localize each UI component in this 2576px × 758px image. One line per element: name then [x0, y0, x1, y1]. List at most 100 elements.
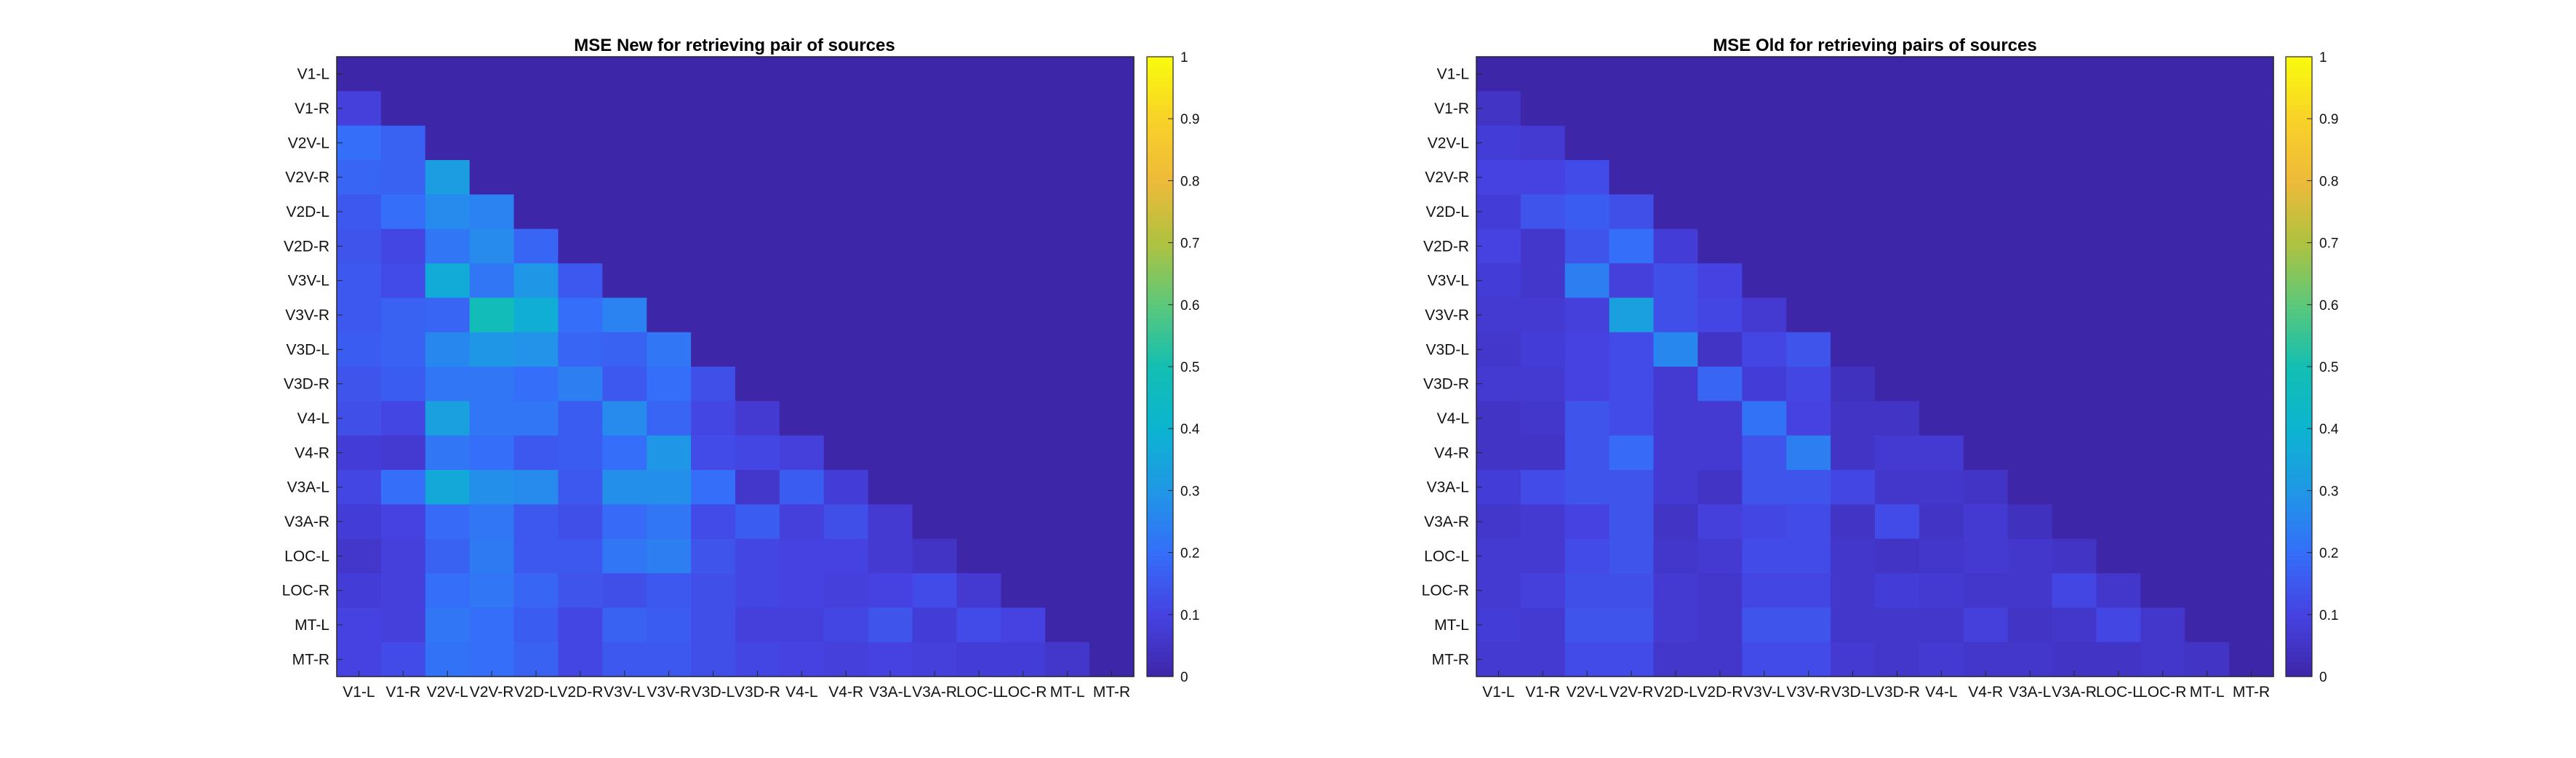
heatmap-cell [1520, 504, 1566, 540]
heatmap-cell [2185, 367, 2230, 402]
heatmap-cell [425, 57, 471, 92]
heatmap-cell [558, 504, 603, 540]
heatmap-cell [956, 160, 1001, 195]
heatmap-cell [2007, 607, 2053, 643]
heatmap-cell [2096, 57, 2141, 92]
heatmap-cell [735, 298, 780, 333]
colorbar-segment [1147, 323, 1173, 329]
heatmap-cell [469, 228, 515, 264]
heatmap-cell [337, 263, 382, 298]
heatmap-cell [1476, 160, 1521, 195]
colorbar-segment [1147, 114, 1173, 121]
heatmap-cell [779, 125, 825, 161]
heatmap-cell [779, 607, 825, 643]
colorbar-segment [2286, 405, 2312, 411]
heatmap-cell [1045, 298, 1090, 333]
colorbar-segment [1147, 511, 1173, 517]
heatmap-cell [1742, 573, 1787, 608]
heatmap-cell [425, 367, 471, 402]
heatmap-cell [912, 573, 958, 608]
x-tick-label: V3V-L [604, 684, 645, 701]
colorbar-segment [1147, 338, 1173, 343]
colorbar-segment [2286, 608, 2312, 615]
heatmap-cell [425, 298, 471, 333]
heatmap-cell [1653, 263, 1699, 298]
heatmap-cell [1963, 573, 2009, 608]
heatmap-cell [2096, 194, 2141, 230]
heatmap-cell [1609, 332, 1655, 367]
heatmap-cell [779, 263, 825, 298]
heatmap-cell [912, 298, 958, 333]
colorbar-segment [1147, 231, 1173, 236]
heatmap-cell [380, 263, 426, 298]
heatmap-cell [956, 573, 1001, 608]
heatmap-cell [1742, 332, 1787, 367]
colorbar-segment [2286, 671, 2312, 677]
colorbar-segment [2286, 560, 2312, 566]
colorbar-segment [2286, 100, 2312, 106]
heatmap-cell [735, 504, 780, 540]
heatmap-cell [1831, 194, 1876, 230]
heatmap-cell [647, 160, 692, 195]
heatmap-cell [2052, 125, 2097, 161]
colorbar-segment [1147, 410, 1173, 416]
colorbar-tick-label: 0.9 [1180, 112, 1199, 127]
colorbar-segment [2286, 85, 2312, 92]
colorbar-segment [2286, 380, 2312, 387]
heatmap-cell [469, 263, 515, 298]
y-tick-label: V3V-R [1425, 307, 1469, 324]
heatmap-cell [1875, 263, 1920, 298]
heatmap-cell [2185, 194, 2230, 230]
heatmap-cell [691, 263, 736, 298]
heatmap-cell [1875, 367, 1920, 402]
colorbar-segment [2286, 507, 2312, 513]
colorbar-segment [1147, 303, 1173, 309]
colorbar-segment [1147, 424, 1173, 431]
heatmap-cell [1919, 367, 1964, 402]
heatmap-cell [956, 332, 1001, 367]
heatmap-cell [1001, 607, 1046, 643]
heatmap-cell [513, 125, 559, 161]
heatmap-cell [602, 263, 647, 298]
heatmap-cell [1001, 332, 1046, 367]
colorbar-segment [2286, 449, 2312, 455]
heatmap-cell [647, 538, 692, 574]
heatmap-cell [1520, 228, 1566, 264]
heatmap-cell [380, 298, 426, 333]
heatmap-cell [469, 160, 515, 195]
heatmap-cell [912, 367, 958, 402]
colorbar-segment [1147, 76, 1173, 81]
heatmap-cell [1045, 367, 1090, 402]
heatmap-cell [1697, 573, 1743, 608]
heatmap-cell [602, 401, 647, 436]
colorbar-segment [2286, 124, 2312, 130]
heatmap-cell [2229, 401, 2274, 436]
heatmap-cell [1786, 228, 1831, 264]
colorbar-segment [1147, 478, 1173, 484]
heatmap-cell [868, 160, 913, 195]
heatmap-cell [337, 160, 382, 195]
heatmap-cell [868, 504, 913, 540]
colorbar-segment [1147, 57, 1173, 63]
heatmap-cell [868, 401, 913, 436]
y-tick-label: LOC-R [1422, 583, 1469, 599]
heatmap-cell [1786, 263, 1831, 298]
heatmap-cell [1875, 573, 1920, 608]
heatmap-cell [469, 367, 515, 402]
heatmap-cell [602, 538, 647, 574]
heatmap-cell [1476, 194, 1521, 230]
colorbar-segment [1147, 492, 1173, 498]
heatmap-cell [868, 194, 913, 230]
colorbar-segment [1147, 298, 1173, 305]
heatmap-cell [469, 504, 515, 540]
heatmap-cell [1564, 367, 1610, 402]
heatmap-cell [647, 504, 692, 540]
colorbar-segment [1147, 628, 1173, 634]
colorbar-segment [2286, 274, 2312, 280]
heatmap-cell [2229, 538, 2274, 574]
heatmap-cell [2185, 607, 2230, 643]
heatmap-cell [868, 367, 913, 402]
colorbar-segment [2286, 207, 2312, 212]
heatmap-cell [735, 573, 780, 608]
heatmap-cell [1564, 194, 1610, 230]
